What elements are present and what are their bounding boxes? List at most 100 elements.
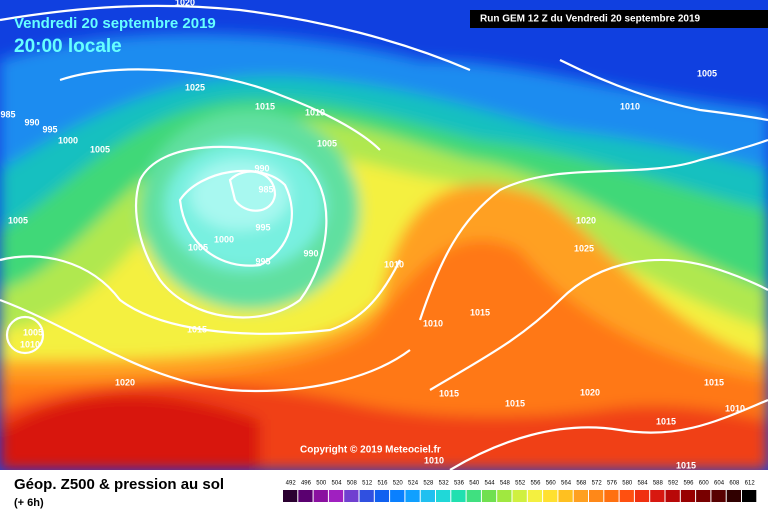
scale-swatch [436,490,451,502]
scale-swatch [359,490,374,502]
isobar-label: 1010 [620,101,640,111]
isobar-label: 1015 [470,307,490,317]
scale-swatch [374,490,390,502]
scale-swatch [634,490,650,502]
scale-swatch [481,490,497,502]
scale-label: 504 [332,481,343,487]
scale-label: 592 [668,481,679,487]
scale-label: 560 [546,481,557,487]
isobar-label: 990 [303,248,318,258]
scale-label: 520 [393,481,404,487]
date: Vendredi 20 septembre 2019 [14,15,216,32]
isobar-label: 1010 [424,455,444,465]
scale-label: 604 [714,481,725,487]
isobar-label: 1015 [505,398,525,408]
scale-label: 552 [515,481,526,487]
scale-swatch [680,490,696,502]
isobar-label: 1020 [580,387,600,397]
run-info: Run GEM 12 Z du Vendredi 20 septembre 20… [480,14,701,25]
isobar-label: 1015 [255,101,275,111]
isobar-label: 1010 [725,403,745,413]
isobar-label: 1010 [305,107,325,117]
scale-swatch [390,490,405,502]
isobar-label: 995 [255,222,270,232]
scale-label: 584 [638,481,649,487]
scale-label: 612 [745,481,756,487]
map-field: 1020102510151010100598599099510001005990… [0,0,768,470]
scale-label: 596 [683,481,694,487]
scale-label: 528 [423,481,434,487]
isobar-labels: 1020102510151010100598599099510001005990… [0,0,745,470]
scale-label: 524 [408,481,419,487]
scale-swatch [512,490,527,502]
scale-swatch [543,490,558,502]
isobar-label: 1020 [115,377,135,387]
scale-swatch [726,490,741,502]
scale-swatch [298,490,313,502]
scale-swatch [466,490,481,502]
isobar-label: 1015 [704,377,724,387]
run-banner [470,10,768,28]
scale-swatch [344,490,359,502]
scale-label: 516 [377,481,388,487]
scale-label: 564 [561,481,572,487]
isobar-label: 990 [24,117,39,127]
isobar-label: 985 [0,109,15,119]
scale-swatch [665,490,680,502]
scale-label: 540 [469,481,480,487]
isobar-label: 1015 [656,416,676,426]
scale-swatch [558,490,573,502]
scale-label: 572 [592,481,603,487]
isobar-label: 1015 [676,460,696,470]
scale-label: 496 [301,481,312,487]
isobar-label: 1005 [188,242,208,252]
isobar-label: 1005 [697,68,717,78]
scale-swatch [283,490,298,502]
scale-swatch [573,490,588,502]
isobar-label: 1015 [187,324,207,334]
scale-label: 608 [729,481,740,487]
scale-label: 600 [699,481,710,487]
isobar-label: 1010 [20,339,40,349]
scale-swatch [604,490,619,502]
color-scale: 492 496 500 504 508 512 516 520 524 528 532 536 540 5… [283,481,757,502]
isobars [0,4,768,470]
scale-label: 532 [439,481,450,487]
scale-label: 548 [500,481,511,487]
scale-label: 576 [607,481,618,487]
scale-label: 536 [454,481,465,487]
scale-swatch [696,490,711,502]
scale-label: 508 [347,481,358,487]
scale-swatch [527,490,543,502]
scale-label: 492 [286,481,297,487]
copyright: Copyright © 2019 Meteociel.fr [300,445,441,456]
footer-title: Géop. Z500 & pression au sol [14,476,224,493]
scale-swatch [420,490,435,502]
isobar-label: 1000 [58,135,78,145]
scale-swatch [328,490,344,502]
scale-swatch [313,490,328,502]
isobar-label: 1010 [384,259,404,269]
isobar-label: 1005 [90,144,110,154]
scale-swatch [497,490,512,502]
scale-swatch [451,490,466,502]
isobar-label: 985 [258,184,273,194]
scale-swatch [711,490,726,502]
isobar-label: 995 [255,256,270,266]
scale-label: 568 [576,481,587,487]
scale-label: 580 [622,481,633,487]
isobar-label: 1010 [423,318,443,328]
scale-label: 544 [485,481,496,487]
scale-swatch [405,490,420,502]
isobar-label: 1025 [185,82,205,92]
local-time: 20:00 locale [14,36,122,57]
isobar-label: 1000 [214,234,234,244]
forecast-step: (+ 6h) [14,497,44,509]
isobar-label: 1005 [317,138,337,148]
isobar-label: 995 [42,124,57,134]
scale-swatch [589,490,604,502]
isobar-label: 1020 [175,0,195,7]
scale-label: 500 [316,481,327,487]
isobar-label: 1025 [574,243,594,253]
